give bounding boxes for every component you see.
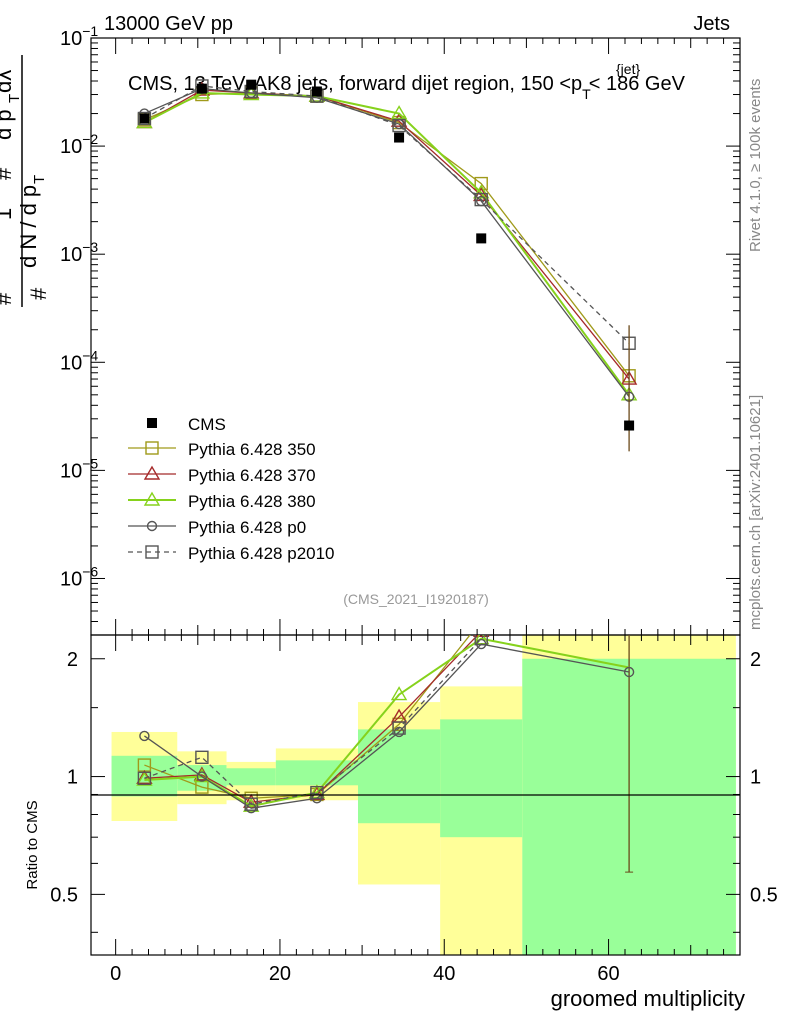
ratio-y-tick-label: 2 [67, 649, 78, 671]
x-tick-label: 20 [269, 963, 291, 985]
ratio-series-point [473, 635, 490, 638]
x-axis-label: groomed multiplicity [551, 986, 745, 1011]
ratio-series-point [520, 590, 532, 602]
ratio-series-point [392, 721, 406, 735]
main-series-point [392, 118, 406, 133]
ratio-y-tick-label: 0.5 [50, 884, 78, 906]
legend-label: Pythia 6.428 380 [188, 492, 316, 511]
analysis-tag: (CMS_2021_I1920187) [343, 591, 489, 607]
ratio-inner-band [357, 729, 441, 824]
legend-marker [145, 545, 159, 559]
legend-marker [143, 465, 161, 480]
cms-data-point [246, 79, 257, 90]
ratio-y-tick-label-right: 0.5 [750, 884, 778, 906]
x-axis: 0 20 40 60 [110, 38, 725, 985]
svg-text:T: T [6, 94, 23, 103]
svg-text:#: # [26, 287, 51, 300]
ratio-inner-band [226, 768, 276, 786]
svg-text:#: # [0, 292, 16, 305]
chart-title-sub: T [582, 86, 591, 102]
main-y-axis: 10−1 10−2 10−3 10−4 10−5 10−6 [60, 23, 740, 622]
ratio-series-point [195, 750, 209, 765]
main-y-tick-label: 10−5 [60, 455, 98, 482]
ratio-y-tick-label-right: 2 [750, 649, 761, 671]
legend-marker [143, 491, 161, 506]
chart-title-sup: {jet} [616, 61, 640, 77]
svg-text:T: T [31, 175, 48, 184]
x-tick-label: 60 [597, 963, 619, 985]
main-y-tick-label: 10−4 [60, 347, 98, 374]
ratio-inner-band [440, 719, 523, 838]
main-series-line [143, 91, 630, 396]
mcplots-label: mcplots.cern.ch [arXiv:2401.10621] [747, 395, 764, 630]
legend-label: Pythia 6.428 p2010 [188, 544, 335, 563]
cms-data-point [139, 113, 150, 124]
svg-text:1: 1 [0, 208, 16, 220]
main-y-tick-label: 10−6 [60, 563, 98, 590]
ratio-inner-band [275, 760, 358, 786]
ratio-series-point [139, 730, 150, 742]
cms-data-point [394, 132, 405, 143]
cms-data-point [311, 86, 322, 97]
legend: CMS Pythia 6.428 350 Pythia 6.428 370 Pythi… [128, 415, 335, 563]
ratio-series-point [136, 771, 153, 786]
chart-title-end: < 186 GeV [589, 73, 686, 95]
chart-title: CMS, 13 TeV, AK8 jets, forward dijet reg… [128, 73, 686, 102]
main-series-point [390, 105, 408, 120]
legend-marker-cms [147, 418, 157, 428]
ratio-y-axis: 0.5 0.5 1 1 2 2 [50, 649, 778, 933]
ratio-y-tick-label-right: 1 [750, 767, 761, 789]
main-y-axis-label: # d N / d p T 1 # # d p T dλ d 2 N [0, 55, 51, 307]
ratio-series-point [474, 635, 488, 646]
category-label: Jets [693, 13, 730, 35]
ratio-series-point [519, 595, 533, 607]
ratio-series-point [196, 771, 208, 782]
ratio-inner-band [111, 755, 178, 797]
ratio-series-point [137, 771, 152, 785]
ratio-y-tick-label: 1 [67, 767, 78, 789]
main-series-line [144, 92, 630, 377]
main-y-tick-label: 10−2 [60, 131, 98, 158]
ratio-uncertainty-bands [111, 635, 736, 955]
x-tick-label: 0 [110, 963, 121, 985]
main-series-layer [136, 79, 638, 452]
main-series-line [144, 85, 630, 344]
main-series-line [144, 89, 630, 380]
main-y-tick-label: 10−1 [60, 23, 98, 50]
ratio-y-axis-label: Ratio to CMS [24, 800, 41, 889]
x-tick-label: 40 [433, 963, 455, 985]
cms-data-point [476, 233, 487, 244]
legend-marker [145, 441, 159, 455]
ratio-series-point [390, 686, 408, 701]
main-series-point [474, 192, 488, 207]
ratio-series-point [244, 797, 258, 811]
svg-text:#: # [0, 167, 16, 180]
chart-title-main: CMS, 13 TeV, AK8 jets, forward dijet reg… [128, 73, 582, 95]
energy-label: 13000 GeV pp [104, 13, 233, 35]
cms-data-point [196, 83, 207, 94]
svg-text:d N / d p: d N / d p [16, 185, 41, 268]
legend-label: Pythia 6.428 350 [188, 440, 316, 459]
svg-text:d p: d p [0, 109, 16, 140]
rivet-label: Rivet 4.1.0, ≥ 100k events [747, 79, 764, 252]
cms-data-point [624, 420, 635, 431]
main-series-point [137, 111, 152, 126]
ratio-series-point [623, 666, 635, 678]
legend-marker [146, 520, 158, 532]
legend-label: CMS [188, 415, 226, 434]
legend-label: Pythia 6.428 370 [188, 466, 316, 485]
ratio-series-point [475, 615, 487, 627]
main-series-point [473, 184, 490, 199]
main-y-tick-label: 10−3 [60, 239, 98, 266]
ratio-series-point [520, 584, 532, 596]
main-series-line [144, 87, 630, 398]
ratio-series-point [310, 785, 324, 800]
legend-label: Pythia 6.428 p0 [188, 518, 306, 537]
svg-text:dλ: dλ [0, 70, 16, 93]
